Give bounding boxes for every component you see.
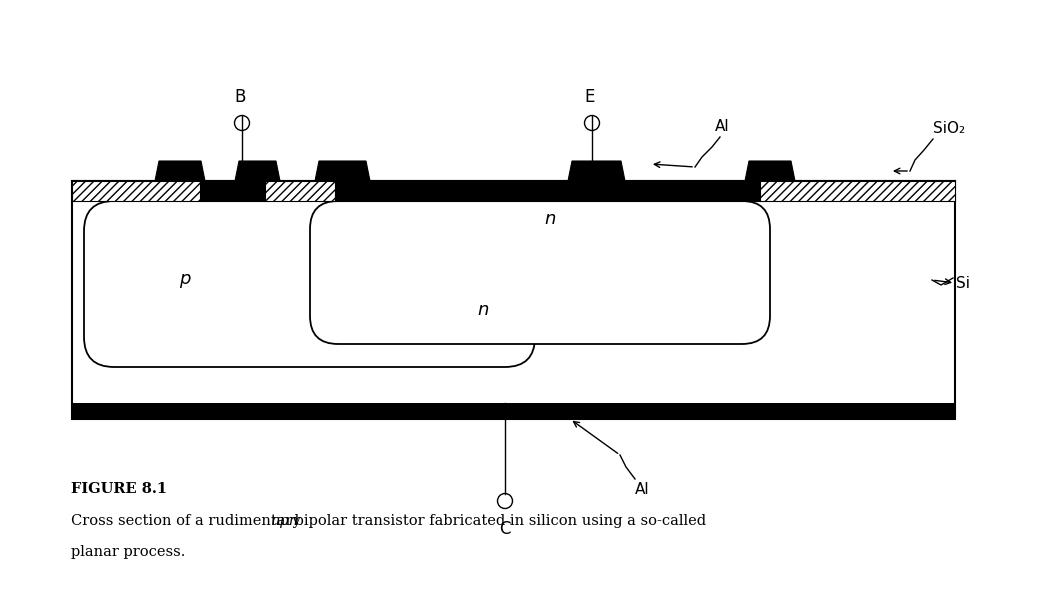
Text: E: E: [584, 87, 595, 106]
Text: planar process.: planar process.: [71, 545, 185, 560]
Text: B: B: [234, 87, 245, 106]
Text: Al: Al: [635, 482, 650, 497]
Polygon shape: [235, 161, 280, 181]
Bar: [760, 181, 955, 201]
Polygon shape: [745, 161, 795, 181]
Bar: [265, 181, 335, 201]
Bar: [72, 181, 955, 419]
Bar: [72, 181, 955, 201]
Text: p: p: [179, 270, 190, 288]
Text: Cross section of a rudimentary: Cross section of a rudimentary: [71, 514, 305, 528]
Polygon shape: [155, 161, 205, 181]
FancyBboxPatch shape: [84, 201, 535, 367]
Bar: [72, 403, 955, 419]
Text: bipolar transistor fabricated in silicon using a so-called: bipolar transistor fabricated in silicon…: [290, 514, 706, 528]
Text: npn: npn: [270, 514, 298, 528]
Text: Si: Si: [956, 275, 970, 291]
Text: FIGURE 8.1: FIGURE 8.1: [71, 482, 166, 496]
FancyBboxPatch shape: [310, 201, 770, 344]
Text: n: n: [477, 301, 489, 319]
Text: Al: Al: [714, 119, 730, 134]
Polygon shape: [568, 161, 625, 181]
Text: C: C: [499, 521, 511, 538]
Polygon shape: [315, 161, 370, 181]
Text: SiO₂: SiO₂: [933, 121, 965, 136]
Text: n: n: [544, 210, 555, 228]
Bar: [72, 181, 200, 201]
